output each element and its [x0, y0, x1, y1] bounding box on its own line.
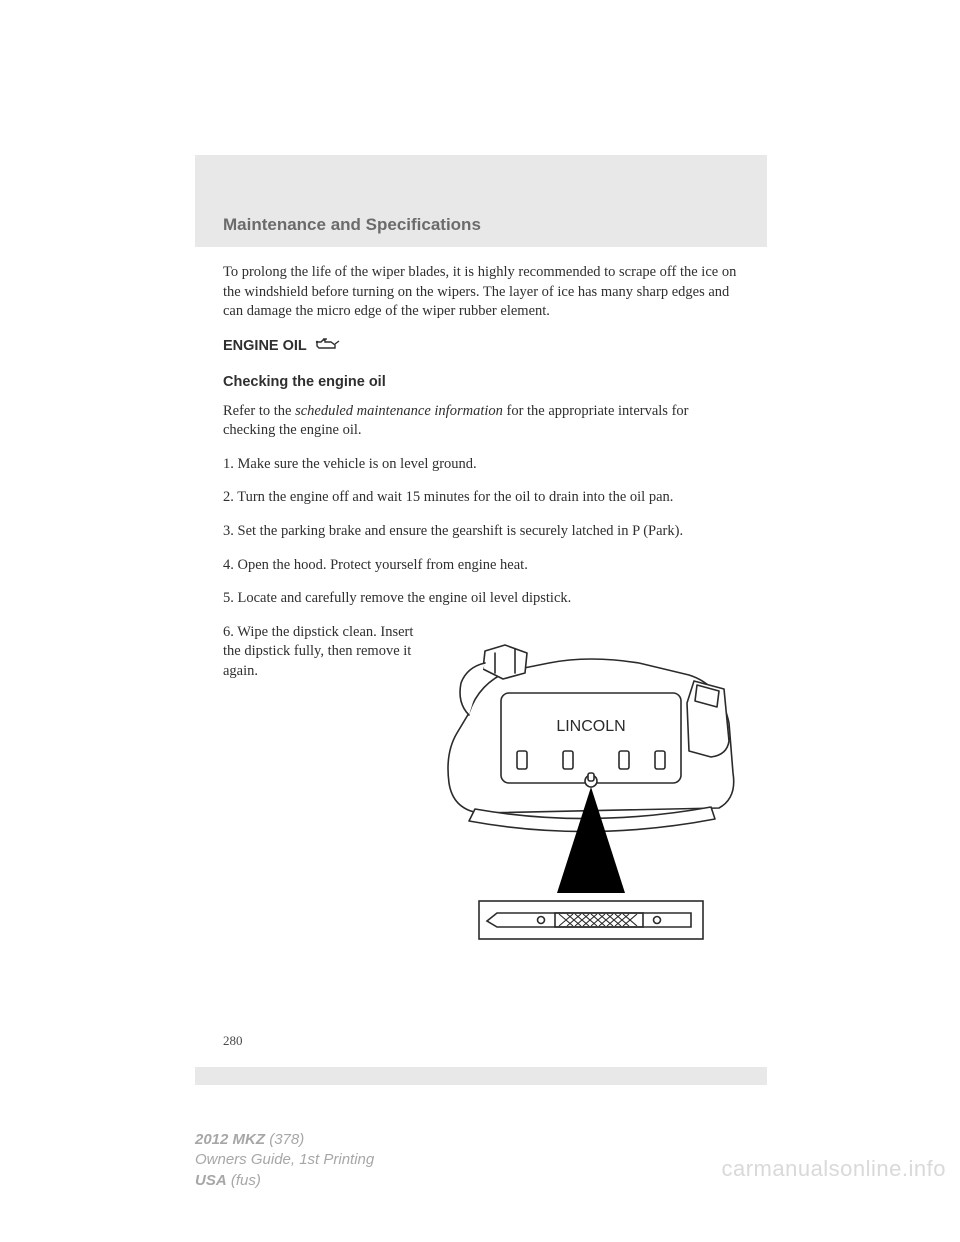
engine-oil-heading-text: ENGINE OIL [223, 338, 307, 354]
intro-paragraph: To prolong the life of the wiper blades,… [223, 263, 739, 322]
content-area: To prolong the life of the wiper blades,… [195, 247, 767, 1067]
engine-dipstick-figure: LINCOLN [437, 623, 739, 953]
checking-oil-subheading: Checking the engine oil [223, 374, 739, 390]
oil-can-icon [313, 336, 341, 356]
footer-line-3: USA (fus) [195, 1171, 374, 1191]
step-3: 3. Set the parking brake and ensure the … [223, 522, 739, 542]
engine-cover-label: LINCOLN [556, 718, 625, 735]
section-header: Maintenance and Specifications [195, 155, 767, 247]
footer-line-1: 2012 MKZ (378) [195, 1130, 374, 1150]
page-number: 280 [223, 1033, 243, 1049]
refer-italic: scheduled maintenance information [295, 403, 503, 419]
watermark-text: carmanualsonline.info [721, 1156, 946, 1182]
step-5: 5. Locate and carefully remove the engin… [223, 589, 739, 609]
step-6-row: 6. Wipe the dipstick clean. Insert the d… [223, 623, 739, 953]
step-6: 6. Wipe the dipstick clean. Insert the d… [223, 623, 423, 682]
footer-model-code: (378) [265, 1131, 304, 1148]
manual-page: Maintenance and Specifications To prolon… [195, 155, 767, 1085]
step-4: 4. Open the hood. Protect yourself from … [223, 556, 739, 576]
footer-model: 2012 MKZ [195, 1131, 265, 1148]
footer-region-code: (fus) [227, 1172, 261, 1189]
footer-line-2: Owners Guide, 1st Printing [195, 1150, 374, 1170]
refer-prefix: Refer to the [223, 403, 295, 419]
footer-block: 2012 MKZ (378) Owners Guide, 1st Printin… [195, 1130, 374, 1191]
engine-oil-heading: ENGINE OIL [223, 336, 739, 356]
footer-region: USA [195, 1172, 227, 1189]
refer-paragraph: Refer to the scheduled maintenance infor… [223, 402, 739, 441]
step-2: 2. Turn the engine off and wait 15 minut… [223, 488, 739, 508]
step-1: 1. Make sure the vehicle is on level gro… [223, 455, 739, 475]
